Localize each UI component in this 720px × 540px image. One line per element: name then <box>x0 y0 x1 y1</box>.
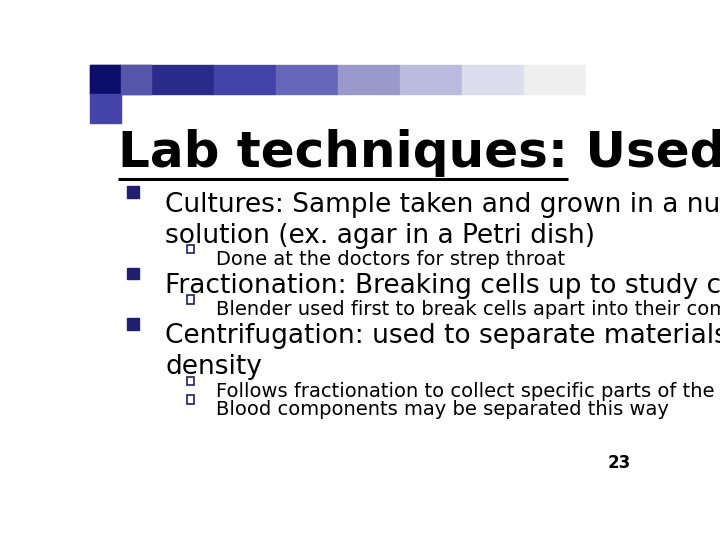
Bar <box>462 65 524 94</box>
Text: Fractionation: Breaking cells up to study certain parts: Fractionation: Breaking cells up to stud… <box>166 273 720 299</box>
Text: Cultures: Sample taken and grown in a nutrient
solution (ex. agar in a Petri dis: Cultures: Sample taken and grown in a nu… <box>166 192 720 248</box>
Text: Blender used first to break cells apart into their components: Blender used first to break cells apart … <box>215 300 720 319</box>
Text: 23: 23 <box>608 454 631 472</box>
Text: Done at the doctors for strep throat: Done at the doctors for strep throat <box>215 250 564 269</box>
Bar <box>127 318 138 329</box>
Bar <box>400 65 462 94</box>
Bar <box>524 65 586 94</box>
Bar <box>214 65 276 94</box>
Bar <box>90 65 152 94</box>
Bar <box>121 65 151 94</box>
Bar <box>186 395 194 403</box>
Bar <box>152 65 214 94</box>
Bar <box>276 65 338 94</box>
Bar <box>90 94 121 123</box>
Text: Lab techniques: Used to study cells: Lab techniques: Used to study cells <box>118 129 720 177</box>
Bar <box>127 268 138 279</box>
Bar <box>90 65 121 94</box>
Bar <box>186 295 194 303</box>
Bar <box>186 377 194 385</box>
Text: Blood components may be separated this way: Blood components may be separated this w… <box>215 400 668 419</box>
Text: Follows fractionation to collect specific parts of the cell: Follows fractionation to collect specifi… <box>215 382 720 401</box>
Bar <box>186 245 194 253</box>
Bar <box>586 65 648 94</box>
Bar <box>338 65 400 94</box>
Text: Centrifugation: used to separate materials based on
density: Centrifugation: used to separate materia… <box>166 323 720 380</box>
Bar <box>127 186 138 198</box>
